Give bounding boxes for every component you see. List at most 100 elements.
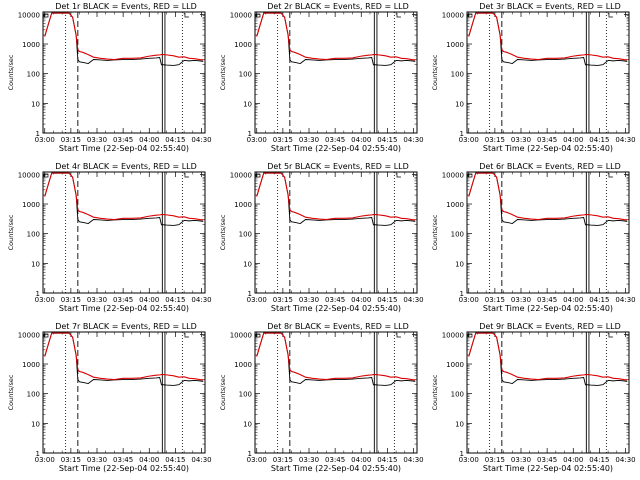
y-axis-label: Counts/sec bbox=[219, 214, 227, 250]
series-lld-line bbox=[44, 172, 204, 221]
y-tick-label: 100 bbox=[239, 231, 252, 239]
y-tick-label: 1 bbox=[248, 450, 252, 458]
panel-title: Det 6r BLACK = Events, RED = LLD bbox=[479, 162, 621, 171]
y-tick-label: 100 bbox=[451, 71, 464, 79]
x-tick-label: 04:00 bbox=[351, 456, 371, 464]
x-tick-label: 03:15 bbox=[273, 136, 293, 144]
x-tick-label: 04:15 bbox=[377, 456, 397, 464]
x-tick-label: 03:45 bbox=[113, 136, 133, 144]
end-marker bbox=[608, 13, 613, 18]
y-tick-label: 10 bbox=[243, 100, 252, 108]
panel-title: Det 5r BLACK = Events, RED = LLD bbox=[267, 162, 409, 171]
y-tick-label: 100 bbox=[27, 391, 40, 399]
x-tick-label: 03:15 bbox=[273, 456, 293, 464]
y-axis-label: Counts/sec bbox=[7, 54, 15, 90]
x-axis-label: Start Time (22-Sep-04 02:55:40) bbox=[483, 304, 613, 313]
series-lld-line bbox=[256, 332, 416, 381]
panel-title: Det 8r BLACK = Events, RED = LLD bbox=[267, 322, 409, 331]
x-tick-label: 04:30 bbox=[403, 456, 423, 464]
panel-3: Det 3r BLACK = Events, RED = LLD 1 10 100 10… bbox=[431, 2, 636, 153]
x-tick-label: 04:00 bbox=[139, 136, 159, 144]
panel-4: Det 4r BLACK = Events, RED = LLD 1 10 100 10… bbox=[7, 162, 212, 313]
start-marker bbox=[467, 173, 473, 178]
y-tick-label: 1 bbox=[460, 290, 464, 298]
y-tick-label: 10 bbox=[31, 420, 40, 428]
series-lld-line bbox=[44, 12, 204, 61]
x-tick-label: 04:15 bbox=[165, 296, 185, 304]
x-tick-label: 04:00 bbox=[563, 456, 583, 464]
x-tick-label: 04:00 bbox=[563, 296, 583, 304]
x-tick-label: 03:00 bbox=[247, 456, 267, 464]
x-axis-label: Start Time (22-Sep-04 02:55:40) bbox=[271, 464, 401, 473]
y-tick-label: 1 bbox=[36, 450, 40, 458]
x-axis-label: Start Time (22-Sep-04 02:55:40) bbox=[271, 144, 401, 153]
x-tick-label: 03:00 bbox=[35, 456, 55, 464]
plot-frame bbox=[466, 171, 630, 294]
y-tick-label: 1000 bbox=[22, 41, 40, 49]
x-tick-label: 03:15 bbox=[485, 136, 505, 144]
y-axis-label: Counts/sec bbox=[431, 374, 439, 410]
end-marker bbox=[608, 173, 613, 178]
plot-frame bbox=[254, 171, 418, 294]
panel-2: Det 2r BLACK = Events, RED = LLD 1 10 100 10… bbox=[219, 2, 424, 153]
x-tick-label: 03:00 bbox=[459, 296, 479, 304]
plot-frame bbox=[466, 331, 630, 454]
x-axis-label: Start Time (22-Sep-04 02:55:40) bbox=[483, 144, 613, 153]
y-tick-label: 10000 bbox=[18, 171, 40, 179]
start-marker bbox=[43, 13, 49, 18]
y-tick-label: 1 bbox=[248, 290, 252, 298]
panel-title: Det 3r BLACK = Events, RED = LLD bbox=[479, 2, 621, 11]
end-marker bbox=[608, 333, 613, 338]
x-tick-label: 04:30 bbox=[403, 136, 423, 144]
x-tick-label: 03:00 bbox=[35, 296, 55, 304]
y-tick-label: 1000 bbox=[234, 361, 252, 369]
y-axis-label: Counts/sec bbox=[7, 374, 15, 410]
x-tick-label: 03:45 bbox=[325, 296, 345, 304]
y-axis-label: Counts/sec bbox=[219, 374, 227, 410]
y-tick-label: 10000 bbox=[442, 331, 464, 339]
x-tick-label: 04:00 bbox=[563, 136, 583, 144]
series-lld-line bbox=[468, 332, 628, 381]
x-axis-label: Start Time (22-Sep-04 02:55:40) bbox=[59, 144, 189, 153]
x-axis-label: Start Time (22-Sep-04 02:55:40) bbox=[59, 304, 189, 313]
panel-6: Det 6r BLACK = Events, RED = LLD 1 10 100 10… bbox=[431, 162, 636, 313]
y-tick-label: 100 bbox=[27, 71, 40, 79]
x-tick-label: 04:30 bbox=[191, 136, 211, 144]
y-tick-label: 1000 bbox=[22, 201, 40, 209]
y-tick-label: 10 bbox=[243, 260, 252, 268]
y-tick-label: 100 bbox=[451, 231, 464, 239]
y-tick-label: 1 bbox=[36, 130, 40, 138]
series-lld-line bbox=[256, 12, 416, 61]
x-tick-label: 03:00 bbox=[459, 136, 479, 144]
x-tick-label: 03:30 bbox=[511, 456, 531, 464]
start-marker bbox=[43, 333, 49, 338]
y-tick-label: 10000 bbox=[230, 11, 252, 19]
plot-frame bbox=[466, 11, 630, 134]
series-lld-line bbox=[44, 332, 204, 381]
start-marker bbox=[255, 173, 261, 178]
x-tick-label: 04:30 bbox=[615, 136, 635, 144]
plot-frame bbox=[42, 11, 206, 134]
x-tick-label: 03:45 bbox=[113, 296, 133, 304]
y-tick-label: 10 bbox=[455, 260, 464, 268]
y-tick-label: 10000 bbox=[442, 171, 464, 179]
start-marker bbox=[255, 13, 261, 18]
x-tick-label: 03:45 bbox=[325, 456, 345, 464]
x-tick-label: 04:00 bbox=[351, 136, 371, 144]
panel-7: Det 7r BLACK = Events, RED = LLD 1 10 100 10… bbox=[7, 322, 212, 473]
end-marker bbox=[396, 13, 401, 18]
y-tick-label: 1 bbox=[460, 450, 464, 458]
x-tick-label: 03:15 bbox=[485, 456, 505, 464]
y-tick-label: 1 bbox=[36, 290, 40, 298]
x-tick-label: 04:15 bbox=[165, 136, 185, 144]
panel-title: Det 7r BLACK = Events, RED = LLD bbox=[55, 322, 197, 331]
x-tick-label: 03:00 bbox=[247, 296, 267, 304]
y-tick-label: 10 bbox=[243, 420, 252, 428]
x-tick-label: 03:00 bbox=[247, 136, 267, 144]
x-tick-label: 03:30 bbox=[511, 136, 531, 144]
end-marker bbox=[184, 13, 189, 18]
y-tick-label: 100 bbox=[27, 231, 40, 239]
x-tick-label: 03:45 bbox=[113, 456, 133, 464]
x-tick-label: 03:15 bbox=[273, 296, 293, 304]
plot-frame bbox=[42, 171, 206, 294]
